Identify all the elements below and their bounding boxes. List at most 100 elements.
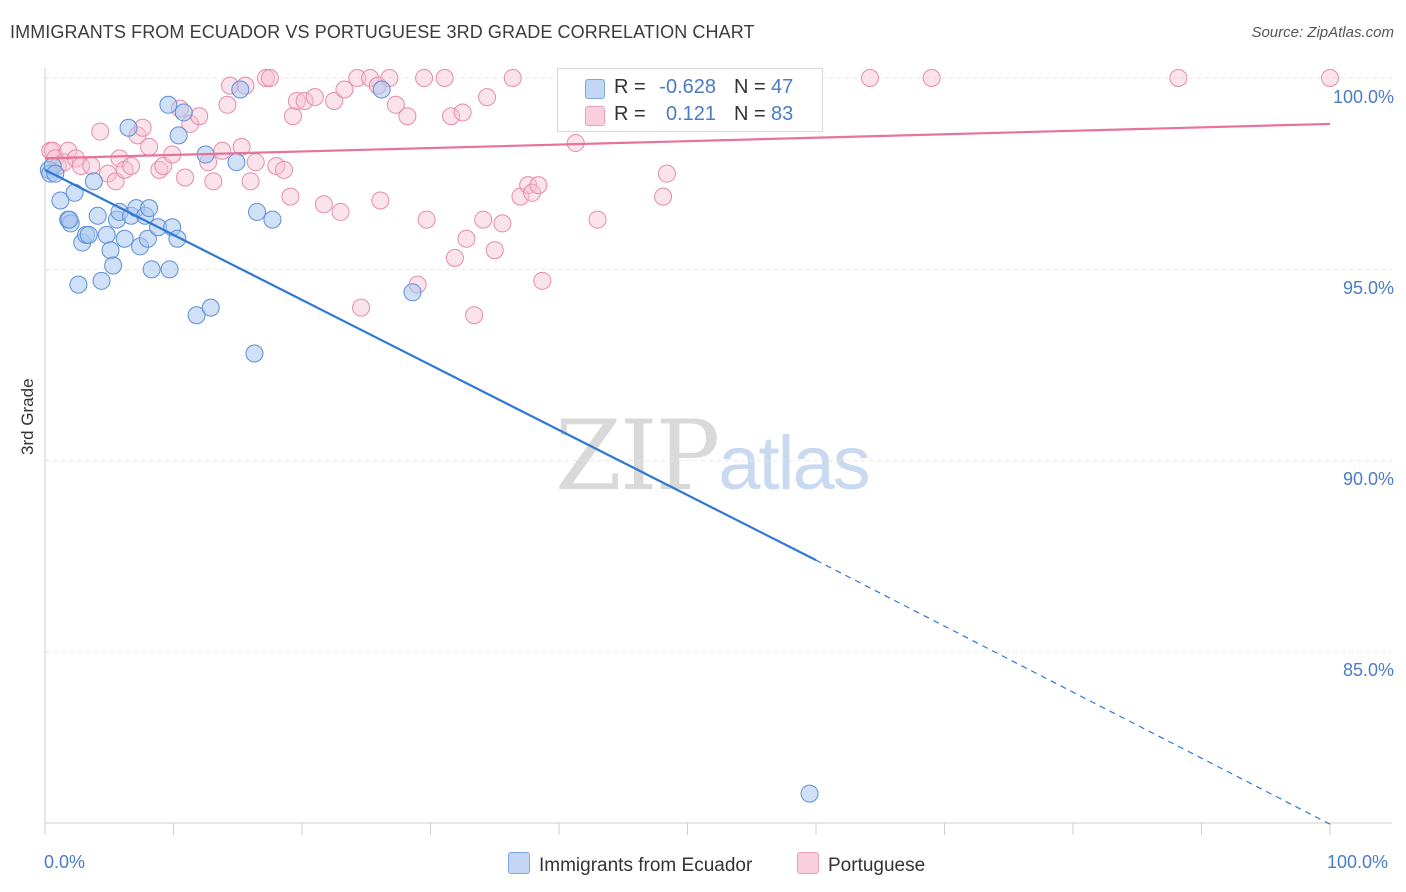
portuguese-point [445,248,464,267]
legend-swatch-pink [585,106,605,126]
portuguese-point [1169,69,1188,87]
portuguese-point [260,69,279,87]
legend-row-ecuador: R = -0.628 N = 47 [558,74,822,100]
portuguese-point [305,88,324,107]
ecuador-point [142,260,161,279]
ecuador-point [138,229,157,248]
portuguese-point [529,176,548,195]
portuguese-point [485,241,504,260]
portuguese-point [465,306,484,325]
portuguese-point [398,107,417,126]
ecuador-point [92,271,111,290]
ecuador-point [60,210,79,229]
portuguese-point [257,69,276,87]
portuguese-point [325,91,344,110]
y-tick-label: 85.0% [1342,660,1394,680]
legend-label: Immigrants from Ecuador [539,855,753,876]
portuguese-point [1321,69,1339,87]
portuguese-point [241,172,260,191]
portuguese-point [478,88,497,107]
portuguese-point [453,103,472,122]
portuguese-point [176,168,195,187]
source-label: Source: ZipAtlas.com [1251,24,1394,41]
x-tick-label: 0.0% [44,852,86,872]
ecuador-point [46,164,65,183]
legend-r-value: -0.628 [659,76,716,98]
portuguese-point [204,172,223,191]
ecuador-point [69,275,88,294]
ecuador-point [248,202,267,221]
portuguese-point [493,214,512,233]
portuguese-point [218,95,237,114]
portuguese-point [415,69,434,87]
legend-swatch-pink [797,852,819,874]
portuguese-point [335,80,354,99]
legend-item-ecuador: Immigrants from Ecuador [508,852,752,877]
portuguese-point [98,164,117,183]
ecuador-point [227,153,246,172]
ecuador-point [79,225,98,244]
ecuador-point [119,118,138,137]
legend-n-value: 47 [771,76,794,98]
legend-r-value: 0.121 [665,103,716,125]
ecuador-point [245,344,264,363]
portuguese-point [533,271,552,290]
portuguese-point [213,141,232,160]
legend-n-label: N = [734,76,766,98]
y-tick-label: 95.0% [1342,278,1394,298]
portuguese-point [295,91,314,110]
portuguese-point [246,153,265,172]
portuguese-point [523,183,542,202]
watermark-atlas: atlas [718,421,871,506]
legend-r-label: R = [614,76,646,98]
legend-n-value: 83 [771,103,794,125]
portuguese-point [361,69,380,87]
legend-swatch-blue [508,852,530,874]
watermark: ZIPatlas [555,400,871,512]
portuguese-point [122,157,141,176]
ecuador-point [174,103,193,122]
ecuador-trend-line [44,168,817,562]
portuguese-point [275,160,294,179]
portuguese-point [352,298,371,317]
y-tick-label: 100.0% [1332,87,1394,107]
portuguese-trend-line [44,122,1331,160]
portuguese-point [386,95,405,114]
x-tick-label: 100.0% [1327,852,1389,872]
ecuador-point [169,126,188,145]
portuguese-point [474,210,493,229]
portuguese-point [287,91,306,110]
ecuador-point [403,283,422,302]
portuguese-point [417,210,436,229]
portuguese-point [59,141,78,160]
portuguese-point [371,191,390,210]
portuguese-point [284,107,303,126]
ecuador-point [231,80,250,99]
chart-title: IMMIGRANTS FROM ECUADOR VS PORTUGUESE 3R… [10,22,755,42]
portuguese-point [588,210,607,229]
ecuador-trend-extension [815,559,1331,825]
watermark-zip: ZIP [555,400,720,512]
portuguese-point [331,202,350,221]
ecuador-point [187,306,206,325]
portuguese-point [190,107,209,126]
ecuador-point [115,229,134,248]
portuguese-point [657,164,676,183]
portuguese-point [348,69,367,87]
portuguese-point [457,229,476,248]
ecuador-point [88,206,107,225]
legend-row-portuguese: R = 0.121 N = 83 [558,101,822,127]
portuguese-point [503,69,522,87]
portuguese-point [435,69,454,87]
legend-n-label: N = [734,103,766,125]
legend-r-label: R = [614,103,646,125]
ecuador-point [84,172,103,191]
portuguese-point [314,195,333,214]
legend-swatch-blue [585,79,605,99]
legend-item-portuguese: Portuguese [797,852,925,877]
ecuador-point [51,191,70,210]
portuguese-point [281,187,300,206]
portuguese-point [860,69,879,87]
portuguese-point [140,137,159,156]
